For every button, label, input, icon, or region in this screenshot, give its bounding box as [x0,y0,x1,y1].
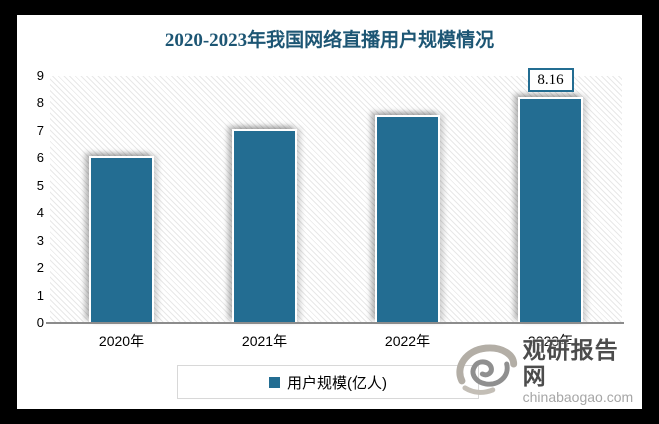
watermark: 观研报告网 chinabaogao.com [453,337,642,405]
bar-2023年 [518,97,583,323]
watermark-swirl-logo [456,344,518,395]
y-axis-tick-9: 9 [36,68,44,83]
bar-2021年 [232,128,297,323]
y-axis-tick-2: 2 [36,260,44,276]
y-axis-tick-0: 0 [36,315,44,330]
y-axis-tick-5: 5 [36,177,44,193]
legend: 用户规模(亿人) [177,365,479,399]
x-axis-label-2020年: 2020年 [98,333,145,349]
watermark-text: 观研报告网 chinabaogao.com [523,337,642,405]
x-axis-label-2022年: 2022年 [384,333,431,349]
x-axis-label-2021年: 2021年 [241,333,288,349]
bar-2022年 [375,115,440,323]
y-axis-tick-8: 8 [36,95,44,111]
bar-2020年 [89,156,154,323]
y-axis-tick-1: 1 [36,287,44,303]
plot-area [50,76,622,323]
watermark-site-name: 观研报告网 [522,337,619,389]
y-axis-tick-6: 6 [36,150,44,166]
x-axis-line [46,322,624,324]
data-label-2023年: 8.16 [527,68,574,93]
y-axis-tick-7: 7 [36,122,44,138]
watermark-site-domain: chinabaogao.com [522,389,634,405]
legend-label: 用户规模(亿人) [287,374,387,392]
y-axis-tick-4: 4 [36,205,44,221]
y-axis-tick-3: 3 [36,232,44,248]
legend-swatch [269,376,280,388]
chart-canvas: 2020-2023年我国网络直播用户规模情况 0 1 2 3 4 5 6 7 8 9 2020年 2… [17,15,642,409]
x-axis-label-2023年: 2023年 [527,333,574,349]
chart-title: 2020-2023年我国网络直播用户规模情况 [164,30,495,51]
